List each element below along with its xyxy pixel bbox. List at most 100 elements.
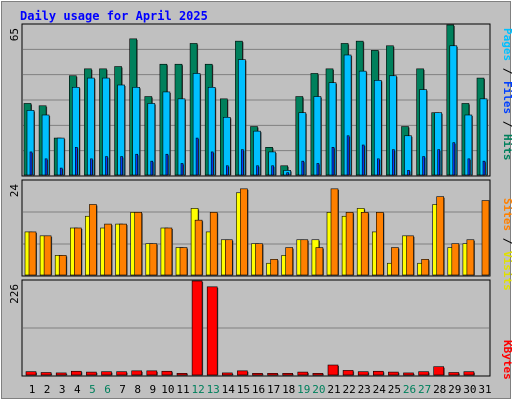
kbytes-bar bbox=[55, 372, 68, 376]
panel-kbytes: 226 KBytes bbox=[8, 279, 512, 380]
sites-bar bbox=[315, 247, 324, 276]
sites-bar-face bbox=[300, 239, 309, 276]
kbytes-bar-face bbox=[25, 371, 37, 376]
pages-bar bbox=[452, 142, 456, 176]
kbytes-bar bbox=[372, 370, 385, 376]
sites-bar bbox=[270, 259, 279, 276]
sites-bar-face bbox=[58, 255, 67, 276]
sites-bar-face bbox=[119, 223, 127, 276]
sites-bar-face bbox=[315, 247, 324, 276]
pages-bar-face bbox=[422, 156, 425, 176]
pages-bar bbox=[150, 160, 154, 176]
x-axis-label: 23 bbox=[358, 383, 371, 396]
kbytes-bar bbox=[86, 371, 98, 376]
legend-sep-3: / bbox=[501, 231, 512, 251]
pages-bar-face bbox=[467, 158, 471, 176]
pages-bar-face bbox=[286, 172, 290, 176]
x-axis-label: 31 bbox=[478, 383, 491, 396]
pages-bar bbox=[301, 160, 305, 176]
sites-bar-face bbox=[270, 259, 278, 276]
pages-bar-face bbox=[226, 165, 229, 176]
pages-bar bbox=[75, 147, 79, 176]
sites-bar bbox=[345, 212, 355, 276]
kbytes-bar-face bbox=[433, 366, 445, 376]
panel-bottom-bars bbox=[25, 280, 475, 376]
sites-bar-face bbox=[345, 212, 354, 276]
kbytes-bar bbox=[252, 373, 264, 376]
kbytes-bar bbox=[282, 373, 294, 376]
pages-bar-face bbox=[376, 158, 380, 176]
x-axis-label: 11 bbox=[176, 383, 189, 396]
sites-bar bbox=[360, 212, 370, 276]
kbytes-bar-face bbox=[146, 370, 158, 376]
sites-bar-face bbox=[43, 235, 52, 276]
sites-bar-face bbox=[360, 212, 369, 276]
sites-bar bbox=[436, 196, 445, 276]
x-axis-label: 5 bbox=[89, 383, 96, 396]
kbytes-bar-face bbox=[312, 373, 324, 376]
kbytes-bar-face bbox=[342, 370, 354, 376]
panel-middle-legend-text: Sites / Visits bbox=[501, 198, 512, 291]
x-axis-label: 2 bbox=[44, 383, 51, 396]
kbytes-bar-face bbox=[191, 280, 203, 376]
sites-bar bbox=[43, 235, 53, 276]
pages-bar-face bbox=[452, 142, 456, 176]
kbytes-bar bbox=[463, 371, 475, 376]
x-axis-label: 21 bbox=[327, 383, 340, 396]
sites-bar-face bbox=[179, 247, 188, 276]
x-axis-label: 26 bbox=[403, 383, 416, 396]
kbytes-bar bbox=[101, 371, 113, 376]
sites-bar bbox=[255, 243, 264, 276]
sites-bar bbox=[466, 239, 475, 276]
pages-bar-face bbox=[195, 137, 199, 176]
pages-bar-face bbox=[482, 160, 486, 176]
sites-bar-face bbox=[149, 243, 158, 276]
legend-visits: Visits bbox=[501, 251, 512, 291]
panel-bottom-legend: KBytes bbox=[501, 340, 512, 380]
kbytes-bar bbox=[237, 370, 249, 376]
sites-bar-face bbox=[164, 227, 173, 276]
kbytes-bar-face bbox=[222, 372, 233, 376]
kbytes-bar-face bbox=[71, 370, 82, 376]
pages-bar-face bbox=[301, 160, 305, 176]
kbytes-bar bbox=[116, 371, 128, 376]
x-axis-label: 1 bbox=[29, 383, 36, 396]
pages-bar bbox=[346, 135, 351, 176]
x-axis-label: 19 bbox=[297, 383, 310, 396]
pages-bar bbox=[407, 170, 411, 176]
x-axis-label: 12 bbox=[191, 383, 204, 396]
pages-bar bbox=[361, 144, 366, 176]
kbytes-bar-face bbox=[161, 370, 173, 376]
x-axis-label: 9 bbox=[149, 383, 156, 396]
pages-bar bbox=[392, 149, 396, 176]
pages-bar-face bbox=[392, 149, 395, 176]
sites-bar bbox=[164, 227, 173, 276]
pages-bar bbox=[286, 172, 290, 176]
legend-sep-1: / bbox=[501, 61, 512, 81]
pages-bar-face bbox=[75, 147, 78, 176]
kbytes-bar-face bbox=[206, 286, 218, 376]
sites-bar bbox=[300, 239, 309, 276]
pages-bar bbox=[482, 160, 486, 176]
sites-bar-face bbox=[225, 239, 233, 276]
sites-bar bbox=[330, 188, 339, 276]
sites-bar-face bbox=[406, 235, 414, 276]
kbytes-bar bbox=[191, 280, 204, 376]
kbytes-bar-face bbox=[418, 371, 429, 376]
kbytes-bar bbox=[297, 371, 309, 376]
legend-kbytes: KBytes bbox=[501, 340, 512, 380]
legend-hits: Hits bbox=[501, 134, 512, 161]
kbytes-bar bbox=[312, 373, 324, 376]
sites-bar bbox=[209, 212, 219, 276]
sites-bar bbox=[28, 231, 37, 276]
x-axis-label: 13 bbox=[207, 383, 220, 396]
x-axis-label: 7 bbox=[119, 383, 126, 396]
kbytes-bar bbox=[267, 373, 279, 376]
kbytes-bar-face bbox=[252, 373, 263, 376]
kbytes-bar bbox=[448, 372, 460, 376]
sites-bar-face bbox=[194, 219, 203, 276]
legend-pages: Pages bbox=[501, 28, 512, 61]
sites-bar-face bbox=[255, 243, 263, 276]
pages-bar bbox=[467, 158, 471, 176]
